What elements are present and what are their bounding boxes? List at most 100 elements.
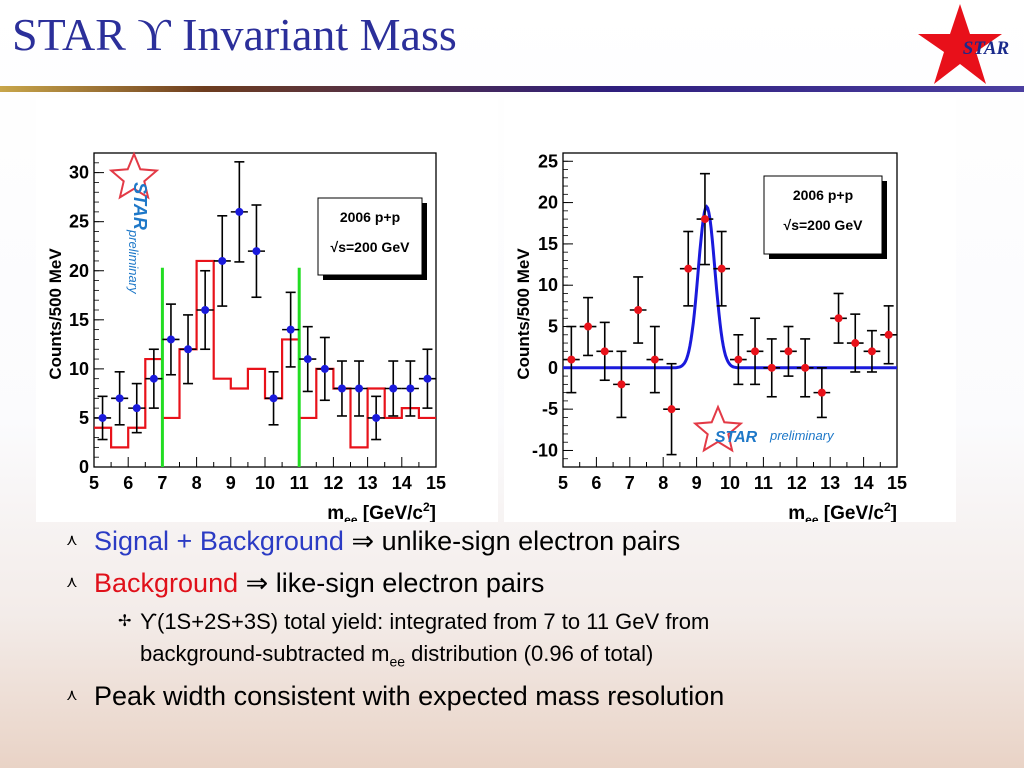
x-tick-label: 6 [591, 473, 601, 493]
implies-arrow: ⇒ [245, 568, 269, 598]
x-tick-label: 7 [157, 473, 167, 493]
data-point [751, 347, 760, 356]
data-point [567, 355, 576, 364]
bullet-glyph-icon: ⋏ [66, 574, 78, 591]
x-axis-title-rest: [GeV/c [819, 503, 885, 522]
data-point [834, 314, 843, 323]
y-tick-label: -5 [542, 399, 558, 419]
data-point [600, 347, 609, 356]
data-point [406, 384, 415, 393]
x-axis-title-sub: ee [805, 513, 819, 522]
data-point [201, 306, 210, 314]
yield-line-2-post: distribution (0.96 of total) [405, 641, 654, 666]
data-point [218, 256, 227, 265]
implies-arrow: ⇒ [351, 526, 375, 556]
data-point [235, 207, 244, 216]
data-point [734, 355, 743, 364]
data-point [801, 363, 810, 372]
preliminary-star-icon [692, 404, 744, 453]
data-point [584, 322, 593, 331]
yield-line-1: (1S+2S+3S) total yield: integrated from … [157, 609, 710, 634]
bullet-glyph-icon: ⋏ [66, 687, 78, 705]
background-description: like-sign electron pairs [275, 568, 545, 598]
x-tick-label: 6 [123, 473, 133, 493]
x-tick-label: 5 [89, 473, 99, 493]
data-point [634, 306, 643, 314]
sub-bullet-glyph-icon: ✢ [118, 613, 132, 630]
data-point [767, 363, 776, 372]
sub-bullet-yield: ✢ ϒ(1S+2S+3S) total yield: integrated fr… [118, 606, 1006, 677]
data-point [184, 345, 193, 354]
info-box-line-1: 2006 p+p [793, 187, 853, 203]
data-point [684, 264, 693, 273]
data-point [98, 413, 107, 422]
x-axis-title: mee [GeV/c2] [327, 500, 436, 522]
y-tick-label: 25 [538, 151, 558, 171]
peak-width-text: Peak width consistent with expected mass… [94, 681, 725, 712]
info-box-line-1: 2006 p+p [340, 209, 400, 225]
x-tick-label: 11 [754, 473, 773, 493]
y-tick-label: 15 [538, 234, 558, 254]
left-chart: 5 6 7 8 9 10 11 12 13 14 15051015202530Counts/500 … [46, 151, 446, 522]
watermark-logo-text: STAR [715, 429, 758, 446]
data-point [650, 355, 659, 364]
x-axis-title: mee [GeV/c2] [788, 500, 897, 522]
star-logo-shape [918, 4, 1002, 84]
x-axis-title-rest: [GeV/c [358, 503, 424, 522]
y-tick-label: 0 [79, 457, 89, 477]
x-tick-label: 7 [625, 473, 635, 493]
data-point [784, 347, 793, 356]
info-box [763, 175, 883, 255]
right-chart: 5 6 7 8 9 10 11 12 13 14 15 -10 -5 0 5 10 15 20 25 Counts/5… [514, 151, 907, 522]
x-axis-title-sup: 2 [423, 500, 430, 514]
data-point [817, 388, 826, 397]
data-point [423, 374, 432, 383]
left-chart-panel: 5 6 7 8 9 10 11 12 13 14 15 0 5 10 15 20 25 30 Counts/500 … [36, 98, 498, 522]
x-tick-label: 15 [887, 473, 907, 493]
data-point [700, 215, 709, 224]
x-tick-label: 12 [323, 473, 343, 493]
x-tick-label: 10 [255, 473, 275, 493]
data-point [115, 394, 124, 403]
watermark-preliminary-text: preliminary [126, 229, 141, 295]
y-tick-label: 0 [548, 358, 558, 378]
x-tick-label: 8 [192, 473, 202, 493]
y-tick-label: 5 [548, 317, 558, 337]
x-axis-title-sub: ee [344, 513, 358, 522]
data-point [667, 405, 676, 414]
x-axis-title-main: m [788, 503, 805, 522]
info-box-line-2: √s=200 GeV [331, 239, 411, 255]
x-axis-title-end: ] [430, 503, 436, 522]
data-point [372, 413, 381, 422]
x-axis-title-sup: 2 [884, 500, 891, 514]
bullet-glyph-icon: ⋏ [66, 532, 78, 549]
bullet-background: ⋏ Background ⇒ like-sign electron pairs [66, 564, 1006, 602]
x-axis-title-main: m [327, 503, 344, 522]
star-logo: STAR [918, 4, 1009, 84]
data-point [166, 335, 175, 344]
title-divider [0, 86, 1024, 92]
data-point [884, 330, 893, 339]
data-point [851, 339, 860, 348]
yield-line-2-pre: background-subtracted m [140, 641, 390, 666]
info-box-line-2: √s=200 GeV [784, 217, 864, 233]
data-point [867, 347, 876, 356]
y-tick-label: 5 [79, 408, 89, 428]
bullet-list: ⋏ Signal + Background ⇒ unlike-sign elec… [66, 522, 1006, 719]
x-axis-title-end: ] [891, 503, 897, 522]
x-tick-label: 10 [720, 473, 740, 493]
x-tick-label: 12 [787, 473, 807, 493]
x-tick-label: 5 [558, 473, 568, 493]
signal-description: unlike-sign electron pairs [381, 526, 681, 556]
x-tick-label: 14 [854, 473, 874, 493]
y-tick-label: 20 [538, 193, 558, 213]
upsilon-symbol: ϒ [140, 609, 157, 634]
y-tick-label: -10 [532, 440, 558, 460]
bullet-signal: ⋏ Signal + Background ⇒ unlike-sign elec… [66, 522, 1006, 560]
yield-line-2-sub: ee [389, 653, 406, 670]
bullet-peak-width: ⋏ Peak width consistent with expected ma… [66, 677, 1006, 715]
data-point [132, 404, 141, 413]
y-tick-label: 10 [69, 359, 89, 379]
x-tick-label: 8 [658, 473, 668, 493]
x-tick-label: 14 [392, 473, 412, 493]
